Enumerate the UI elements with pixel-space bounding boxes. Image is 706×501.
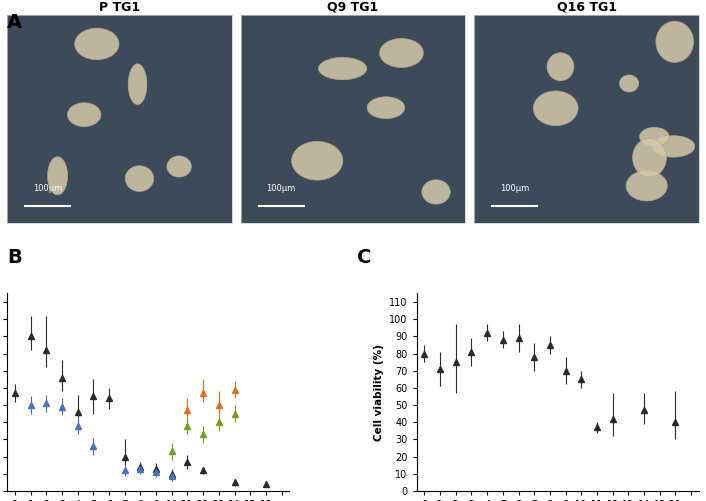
Ellipse shape: [652, 136, 695, 157]
Ellipse shape: [619, 75, 639, 92]
Title: P TG1: P TG1: [99, 1, 140, 14]
Ellipse shape: [318, 58, 367, 80]
Ellipse shape: [75, 28, 119, 60]
Ellipse shape: [167, 156, 191, 177]
Ellipse shape: [626, 171, 667, 201]
Ellipse shape: [640, 127, 669, 146]
Ellipse shape: [47, 157, 68, 195]
Text: C: C: [357, 248, 371, 267]
Text: 100μm: 100μm: [500, 184, 530, 193]
Ellipse shape: [656, 21, 693, 63]
Ellipse shape: [533, 91, 578, 126]
Ellipse shape: [68, 103, 101, 127]
Title: Q16 TG1: Q16 TG1: [556, 1, 616, 14]
Text: 100μm: 100μm: [33, 184, 62, 193]
Ellipse shape: [128, 64, 147, 105]
Text: B: B: [7, 248, 22, 267]
Ellipse shape: [292, 141, 343, 180]
Text: A: A: [7, 13, 22, 32]
Ellipse shape: [547, 53, 574, 81]
Text: 100μm: 100μm: [266, 184, 296, 193]
Ellipse shape: [125, 166, 154, 191]
Ellipse shape: [367, 97, 405, 119]
Ellipse shape: [422, 180, 450, 204]
Y-axis label: Cell viability (%): Cell viability (%): [373, 344, 383, 440]
Ellipse shape: [633, 138, 666, 177]
Title: Q9 TG1: Q9 TG1: [328, 1, 378, 14]
Ellipse shape: [380, 39, 424, 68]
